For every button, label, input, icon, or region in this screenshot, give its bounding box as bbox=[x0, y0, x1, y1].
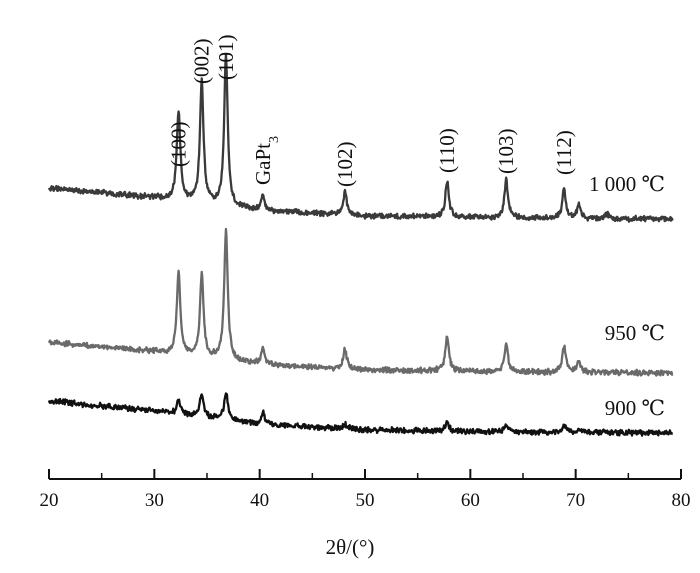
series-line-0 bbox=[47, 53, 674, 223]
x-tick-label-6: 80 bbox=[672, 490, 691, 511]
series-line-2 bbox=[47, 392, 674, 437]
series-label-1: 950 ℃ bbox=[605, 321, 665, 345]
series-label-0: 1 000 ℃ bbox=[589, 172, 665, 196]
x-tick-label-0: 20 bbox=[40, 490, 59, 511]
x-tick-label-5: 70 bbox=[566, 490, 585, 511]
peak-label-2: (101) bbox=[214, 34, 238, 80]
peak-label-6: (103) bbox=[494, 129, 518, 175]
peak-label-7: (112) bbox=[552, 130, 576, 175]
series-layer bbox=[47, 53, 674, 437]
x-tick-label-4: 60 bbox=[461, 490, 480, 511]
peak-label-4: (102) bbox=[333, 142, 357, 188]
peak-label-1: (002) bbox=[190, 39, 214, 85]
peak-label-5: (110) bbox=[435, 128, 459, 173]
x-tick-label-2: 40 bbox=[250, 490, 269, 511]
x-tick-label-1: 30 bbox=[145, 490, 164, 511]
peak-label-3: GaPt3 bbox=[251, 136, 282, 185]
peak-label-0: (100) bbox=[167, 122, 191, 168]
x-axis-title: 2θ/(°) bbox=[326, 535, 375, 559]
x-tick-label-3: 50 bbox=[356, 490, 375, 511]
label-layer: 1 000 ℃ 950 ℃ 900 ℃ (100) (002) (101) GaPt3 (10… bbox=[167, 34, 665, 420]
x-axis: 20 30 40 50 60 70 80 bbox=[40, 469, 691, 511]
series-label-2: 900 ℃ bbox=[605, 396, 665, 420]
series-line-1 bbox=[47, 227, 674, 377]
